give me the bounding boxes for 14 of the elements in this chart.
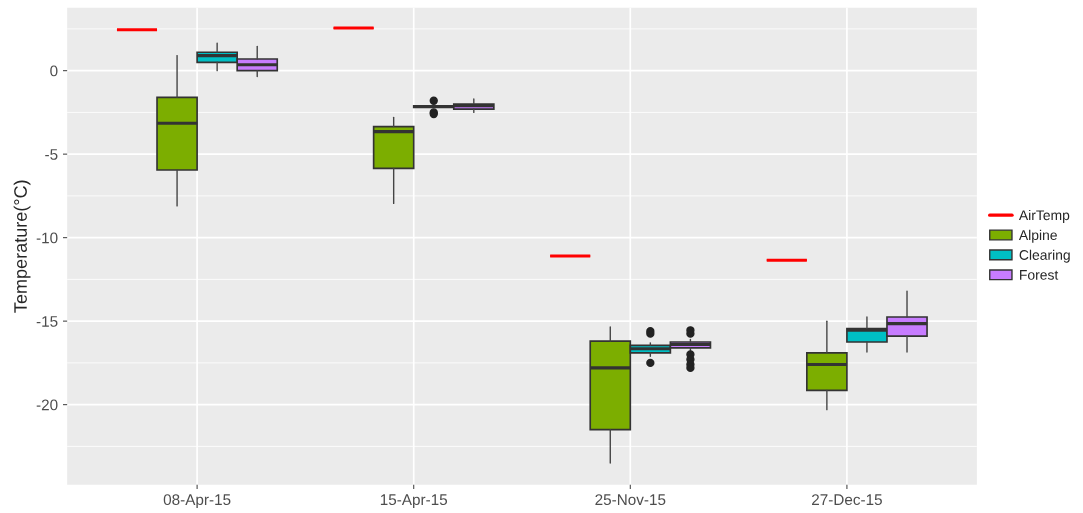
legend-label: Forest	[1020, 270, 1059, 280]
y-tick-label: -10	[36, 232, 58, 244]
x-tick-label: 25-Nov-15	[595, 494, 666, 506]
x-tick-label: 08-Apr-15	[163, 494, 231, 509]
y-tick-label: -20	[36, 399, 58, 411]
x-tick-label: 15-Apr-15	[380, 494, 448, 509]
y-tick-label: -5	[45, 149, 58, 160]
legend-label: AirTemp	[1018, 209, 1070, 223]
legend-label: Clearing	[1019, 249, 1070, 263]
y-axis-title: Temperature(°C)	[13, 180, 31, 313]
y-tick-label: -15	[36, 316, 58, 327]
y-tick-label: 0	[50, 65, 58, 77]
legend-label: Alpine	[1018, 229, 1057, 243]
x-tick-label: 27-Dec-15	[812, 494, 882, 506]
